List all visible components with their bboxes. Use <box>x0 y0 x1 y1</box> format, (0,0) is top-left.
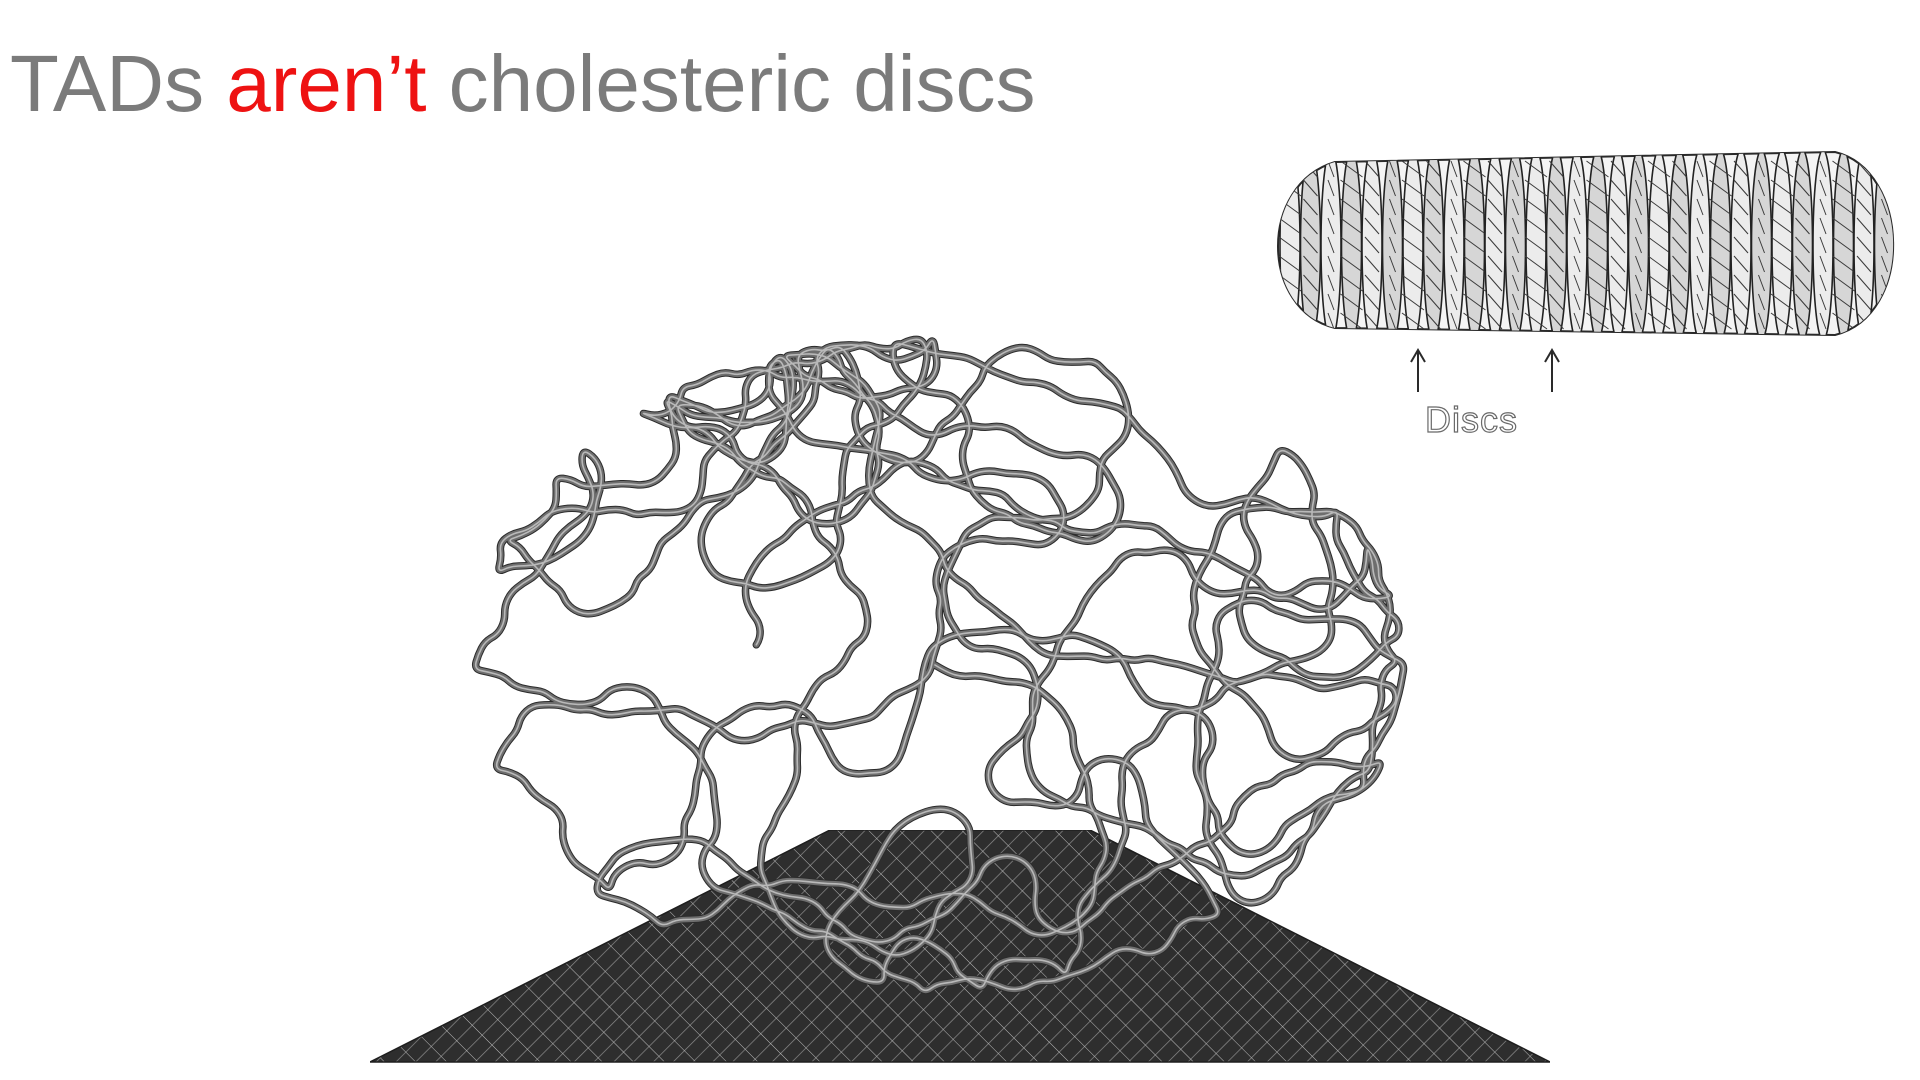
disc-label: Discs <box>1424 398 1518 440</box>
title-emphasis: aren’t <box>226 39 427 128</box>
slide-title: TADs aren’t cholesteric discs <box>10 34 1036 134</box>
cholesteric-disc-figure <box>1277 150 1895 392</box>
title-part1: TADs <box>10 39 227 128</box>
disc-arrows <box>1410 348 1560 392</box>
title-part2: cholesteric discs <box>426 39 1036 128</box>
polymer-chain <box>471 335 1408 995</box>
hic-contact-map <box>370 830 1550 1063</box>
contact-map-edge <box>370 830 1550 1063</box>
polymer-model <box>471 335 1408 995</box>
